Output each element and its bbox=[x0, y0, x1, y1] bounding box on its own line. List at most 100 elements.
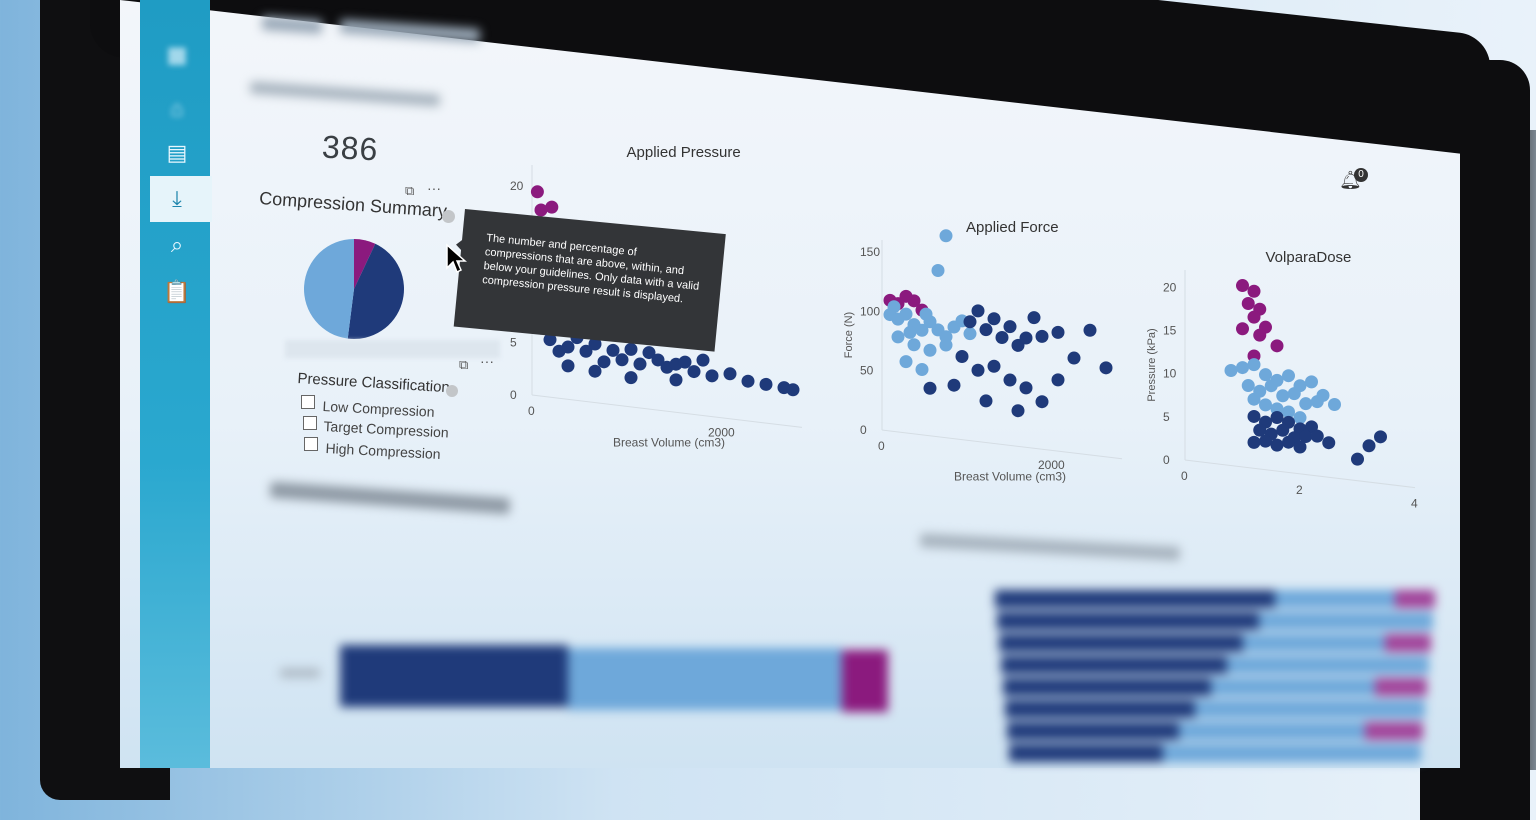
scatter-point bbox=[786, 383, 800, 397]
download-icon[interactable]: ⤓ bbox=[172, 186, 182, 211]
divider bbox=[285, 340, 500, 358]
expand-icon[interactable]: ⧉ bbox=[459, 357, 469, 372]
pie-slice-high bbox=[304, 239, 354, 339]
scatter-point bbox=[624, 342, 638, 356]
sidebar bbox=[140, 0, 210, 768]
report-icon[interactable]: ▤ bbox=[166, 140, 188, 165]
scatter-point bbox=[588, 337, 602, 351]
scatter-point bbox=[588, 364, 602, 378]
scatter-point bbox=[1067, 351, 1081, 365]
scatter-point bbox=[903, 325, 917, 339]
scatter-point bbox=[1003, 373, 1017, 387]
scatter-point bbox=[1259, 398, 1272, 412]
scatter-point bbox=[931, 263, 945, 277]
scatter-point bbox=[987, 312, 1001, 326]
y-tick-label: 50 bbox=[860, 364, 874, 378]
y-tick-label: 10 bbox=[1163, 367, 1177, 381]
home-icon[interactable]: ⌂ bbox=[170, 96, 184, 121]
scatter-point bbox=[1322, 436, 1336, 450]
hbar-row bbox=[1007, 722, 1423, 740]
scatter-point bbox=[1276, 423, 1290, 437]
scatter-point bbox=[696, 353, 710, 367]
mouse-cursor-icon bbox=[446, 243, 467, 274]
hbar-segment-low bbox=[1001, 656, 1227, 674]
hbar-segment-low bbox=[1009, 744, 1163, 762]
scatter-point bbox=[1241, 379, 1255, 393]
hbar-segment-low bbox=[997, 612, 1259, 630]
y-tick-label: 20 bbox=[510, 179, 524, 193]
scatter-point bbox=[1305, 420, 1318, 434]
scatter-point bbox=[561, 359, 575, 373]
scatter-point bbox=[939, 229, 953, 243]
scatter-point bbox=[530, 185, 544, 199]
hbar-row bbox=[1005, 700, 1425, 718]
scatter-point bbox=[579, 344, 593, 358]
hbar-row bbox=[1009, 744, 1421, 762]
hbar-segment-low bbox=[995, 590, 1275, 608]
scatter-point bbox=[1270, 339, 1284, 353]
scatter-point bbox=[1282, 405, 1295, 419]
chart-title: VolparaDose bbox=[1266, 249, 1352, 266]
scatter-point bbox=[1224, 364, 1238, 378]
scatter-point bbox=[606, 343, 620, 357]
scatter-point bbox=[1035, 329, 1049, 343]
scatter-point bbox=[1253, 423, 1267, 437]
y-tick-label: 0 bbox=[860, 423, 867, 437]
scatter-point bbox=[1051, 373, 1065, 387]
info-icon[interactable] bbox=[446, 385, 458, 397]
info-icon[interactable] bbox=[442, 210, 455, 223]
scatter-point bbox=[963, 315, 977, 329]
scatter-point bbox=[759, 377, 773, 391]
scatter-point bbox=[1328, 398, 1341, 412]
x-axis-line bbox=[881, 429, 1123, 460]
scatter-point bbox=[1287, 387, 1301, 401]
scatter-point bbox=[1310, 429, 1324, 443]
scatter-point bbox=[1247, 392, 1261, 406]
bar-segment-target bbox=[568, 648, 842, 710]
compression-pie-chart bbox=[304, 239, 404, 339]
high-compression-checkbox[interactable] bbox=[304, 437, 318, 451]
chart-title: Applied Pressure bbox=[627, 144, 741, 161]
scatter-point bbox=[545, 200, 559, 214]
scatter-point bbox=[1035, 395, 1049, 409]
search-icon[interactable]: ⌕ bbox=[170, 232, 184, 257]
scatter-point bbox=[705, 369, 719, 383]
scatter-point bbox=[687, 365, 701, 379]
scatter-point bbox=[971, 304, 985, 318]
menu-icon[interactable]: ▦ bbox=[166, 42, 188, 67]
x-tick-label: 0 bbox=[878, 439, 885, 453]
scatter-point bbox=[1293, 440, 1307, 454]
x-tick-label: 2000 bbox=[1038, 458, 1065, 472]
hbar-segment-high bbox=[1365, 722, 1423, 740]
x-tick-label: 2000 bbox=[708, 426, 735, 440]
volparadose-chart: VolparaDose 0 5 10 15 20 0 2 4 Pressure (kPa) bbox=[1146, 249, 1418, 511]
scatter-point bbox=[1241, 296, 1255, 310]
scatter-point bbox=[915, 323, 929, 337]
hbar-segment-low bbox=[1003, 678, 1211, 696]
clipboard-icon[interactable]: 📋 bbox=[163, 279, 191, 304]
scatter-point bbox=[907, 338, 921, 352]
hbar-segment-high bbox=[1385, 634, 1431, 652]
scatter-point bbox=[1247, 310, 1261, 324]
scatter-point bbox=[615, 353, 629, 367]
low-compression-checkbox[interactable] bbox=[301, 395, 315, 409]
scatter-point bbox=[891, 330, 905, 344]
y-tick-label: 0 bbox=[1163, 453, 1170, 467]
scatter-point bbox=[1051, 325, 1065, 339]
scatter-point bbox=[1259, 434, 1272, 448]
scatter-point bbox=[1099, 361, 1113, 375]
target-compression-checkbox[interactable] bbox=[303, 416, 317, 430]
scatter-point bbox=[741, 374, 755, 388]
scatter-point bbox=[597, 355, 611, 369]
hbar-segment-high bbox=[1395, 590, 1435, 608]
more-options-icon[interactable]: ··· bbox=[427, 180, 441, 196]
scatter-point bbox=[1019, 381, 1033, 395]
scatter-point bbox=[995, 331, 1009, 345]
x-axis-label: Breast Volume (cm3) bbox=[954, 470, 1066, 484]
scatter-point bbox=[915, 362, 929, 376]
y-tick-label: 150 bbox=[860, 245, 880, 259]
expand-icon[interactable]: ⧉ bbox=[405, 183, 415, 198]
more-options-icon[interactable]: ··· bbox=[480, 353, 494, 369]
scatter-point bbox=[1019, 331, 1033, 345]
